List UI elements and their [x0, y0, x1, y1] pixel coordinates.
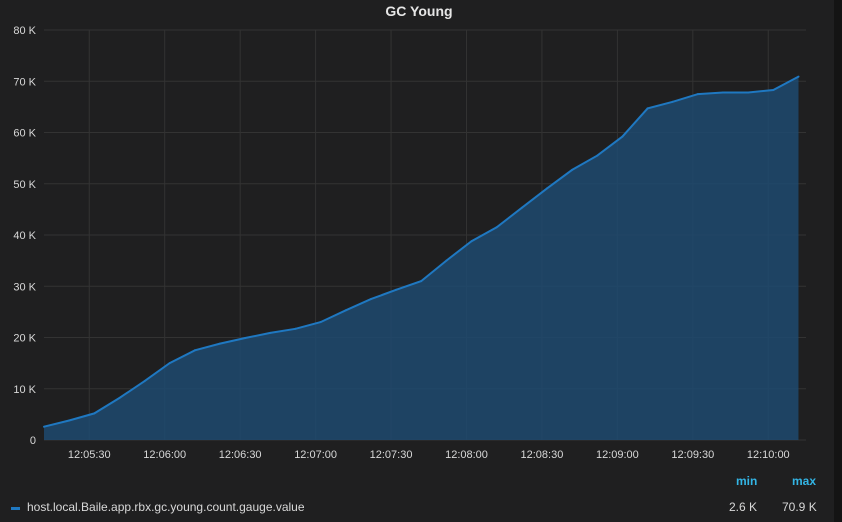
legend-min-header[interactable]: min	[736, 474, 758, 488]
series-color-swatch[interactable]	[11, 507, 20, 510]
x-tick-label: 12:06:00	[143, 449, 186, 461]
series-point	[596, 154, 599, 157]
y-tick-label: 30 K	[13, 281, 36, 293]
legend: min max host.local.Baile.app.rbx.gc.youn…	[0, 474, 834, 522]
series-point	[244, 337, 247, 339]
y-tick-label: 70 K	[13, 76, 36, 88]
series-point	[269, 331, 272, 334]
series-point	[470, 240, 473, 243]
series-point	[445, 259, 448, 262]
x-tick-label: 12:09:00	[596, 449, 639, 461]
panel-title[interactable]: GC Young	[385, 3, 453, 19]
x-tick-label: 12:05:30	[68, 449, 111, 461]
panel-edge	[834, 0, 842, 522]
series-point	[520, 206, 523, 209]
series-point	[68, 419, 71, 422]
legend-max-header[interactable]: max	[792, 474, 817, 488]
chart-area[interactable]: 0 10 K 20 K 30 K 40 K 50 K 60 K 70 K 80 K 12:05:…	[0, 0, 842, 474]
y-tick-label: 0	[30, 435, 36, 447]
series-point	[143, 380, 146, 383]
series-point	[93, 412, 96, 415]
legend-series-max: 70.9 K	[782, 500, 817, 514]
x-tick-label: 12:07:30	[370, 449, 413, 461]
y-tick-label: 40 K	[13, 230, 36, 242]
series-point	[43, 425, 45, 428]
series-point	[118, 397, 121, 399]
x-tick-label: 12:09:30	[671, 449, 714, 461]
x-axis-ticks: 12:05:30 12:06:00 12:06:30 12:07:00 12:07:30…	[68, 449, 790, 461]
y-tick-label: 10 K	[13, 384, 36, 396]
series-point	[621, 135, 624, 138]
series-area-layer	[43, 75, 800, 440]
series-point	[344, 309, 347, 312]
x-tick-label: 12:08:30	[521, 449, 564, 461]
x-tick-label: 12:07:00	[294, 449, 337, 461]
series-point	[671, 100, 674, 103]
series-point	[646, 107, 649, 110]
series-point	[168, 362, 171, 365]
series-point	[319, 321, 322, 324]
x-tick-label: 12:06:30	[219, 449, 262, 461]
series-point	[747, 91, 750, 94]
y-tick-label: 60 K	[13, 128, 36, 140]
series-fill	[44, 76, 799, 440]
series-point	[546, 187, 548, 190]
legend-series-min: 2.6 K	[729, 500, 758, 514]
series-point	[395, 288, 398, 291]
y-axis-ticks: 0 10 K 20 K 30 K 40 K 50 K 60 K 70 K 80 K	[13, 25, 36, 447]
series-point	[722, 91, 724, 94]
series-point	[193, 349, 196, 352]
x-tick-label: 12:10:00	[747, 449, 790, 461]
series-point	[294, 327, 297, 330]
series-point	[495, 226, 498, 229]
series-point	[797, 75, 800, 78]
series-point	[571, 168, 574, 171]
y-tick-label: 50 K	[13, 179, 36, 191]
y-tick-label: 20 K	[13, 333, 36, 345]
legend-series-row[interactable]: host.local.Baile.app.rbx.gc.young.count.…	[0, 500, 834, 518]
x-tick-label: 12:08:00	[445, 449, 488, 461]
series-point	[219, 342, 221, 345]
series-point	[696, 93, 699, 96]
series-point	[369, 298, 372, 301]
y-tick-label: 80 K	[13, 25, 36, 37]
series-point	[772, 89, 775, 91]
series-point	[420, 280, 423, 283]
legend-series-name[interactable]: host.local.Baile.app.rbx.gc.young.count.…	[27, 500, 305, 514]
